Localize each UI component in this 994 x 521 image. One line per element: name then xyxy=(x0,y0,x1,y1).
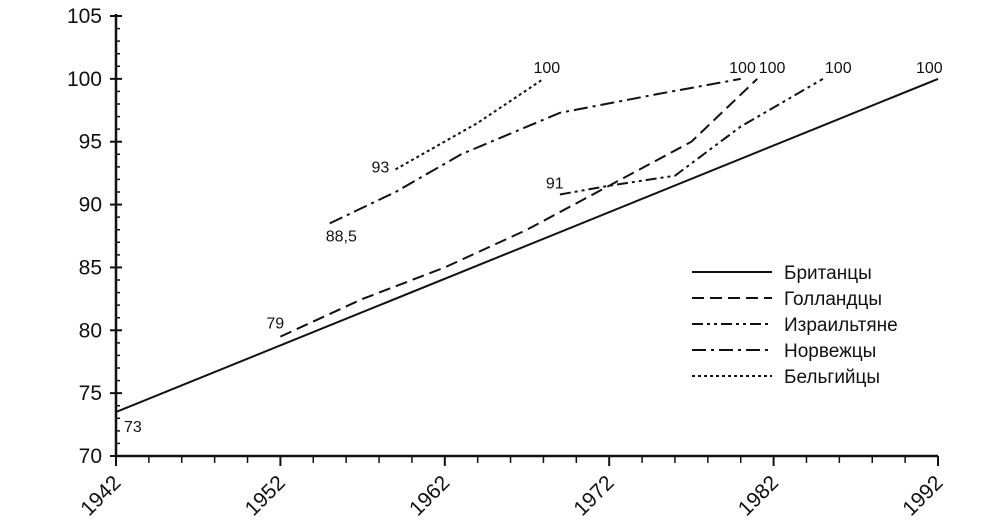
legend-label: Голландцы xyxy=(784,289,882,310)
y-tick-label: 85 xyxy=(79,256,102,279)
series-line-1 xyxy=(115,77,939,413)
x-tick-label: 1992 xyxy=(898,471,947,520)
series-line-2 xyxy=(279,78,758,338)
data-label: 100 xyxy=(916,60,943,77)
legend: Британцы Голландцы Израильтяне Норвежцы Бель… xyxy=(692,263,898,388)
x-tick-label: 1952 xyxy=(241,471,290,520)
data-label: 100 xyxy=(729,60,756,77)
series-line-3 xyxy=(559,78,824,196)
data-label: 73 xyxy=(124,419,142,436)
y-tick-label: 90 xyxy=(79,194,102,217)
series-line-5 xyxy=(395,78,544,171)
x-tick-label: 1982 xyxy=(734,471,783,520)
point-labels: 73 100 79 100 91 100 88,5 100 93 100 xyxy=(124,60,943,436)
data-label: 88,5 xyxy=(326,228,357,245)
legend-label: Бельгийцы xyxy=(784,367,880,388)
x-tick-label: 1972 xyxy=(569,471,618,520)
y-tick-label: 75 xyxy=(79,382,102,405)
data-label: 100 xyxy=(533,60,560,77)
legend-label: Израильтяне xyxy=(784,315,898,336)
y-tick-label: 105 xyxy=(67,5,102,28)
series-line-4 xyxy=(329,77,741,225)
y-tick-label: 100 xyxy=(67,68,102,91)
y-tick-label: 95 xyxy=(79,131,102,154)
data-label: 100 xyxy=(759,60,786,77)
data-label: 79 xyxy=(266,316,284,333)
legend-label: Британцы xyxy=(784,263,872,284)
legend-label: Норвежцы xyxy=(784,341,876,362)
x-tick-label: 1942 xyxy=(76,471,125,520)
y-tick-label: 80 xyxy=(79,319,102,342)
data-label: 100 xyxy=(825,60,852,77)
data-label: 91 xyxy=(546,176,564,193)
x-tick-label: 1962 xyxy=(405,471,454,520)
data-label: 93 xyxy=(371,159,389,176)
y-tick-label: 70 xyxy=(79,445,102,468)
series-layer xyxy=(115,77,939,413)
